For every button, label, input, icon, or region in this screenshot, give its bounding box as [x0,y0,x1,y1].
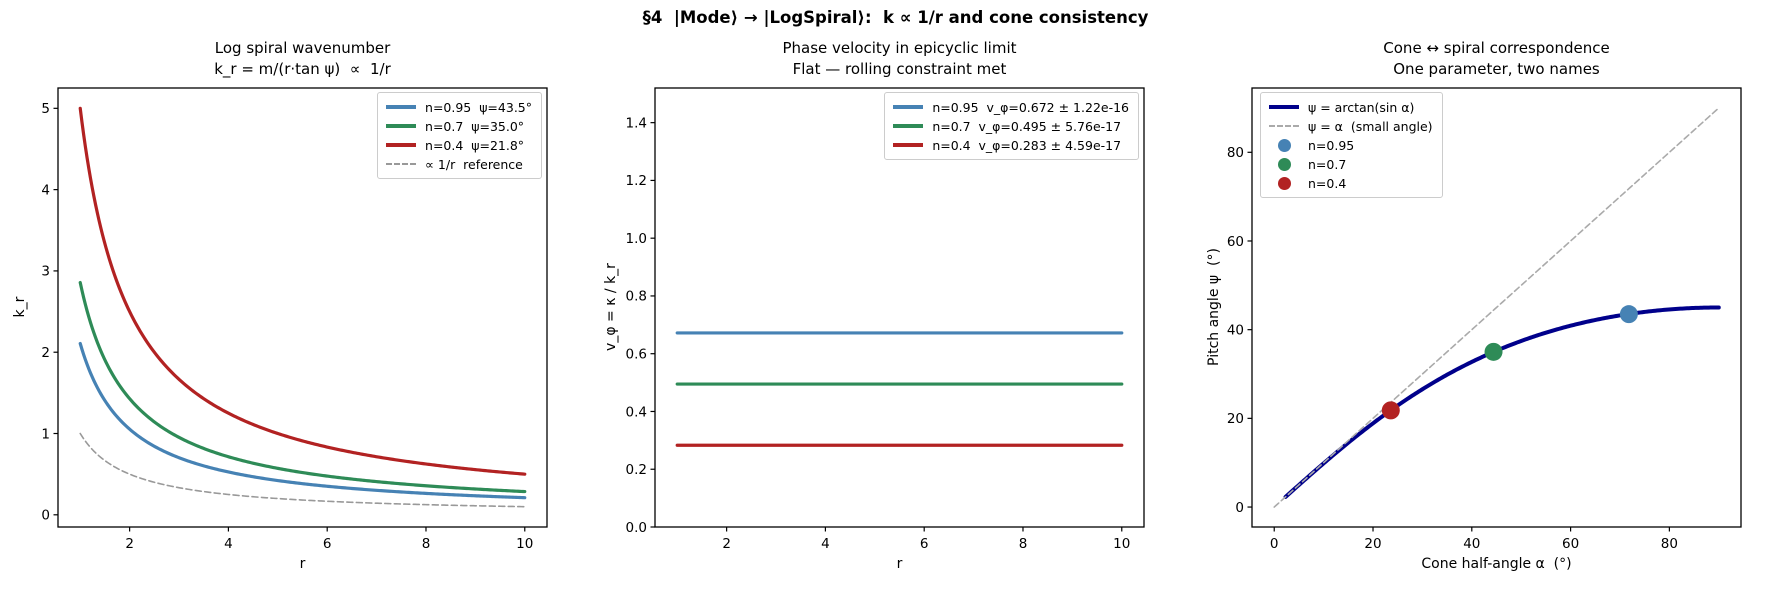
x-tick-label: 2 [125,536,134,552]
series-line [1283,305,1721,499]
x-tick-label: 4 [821,536,830,552]
y-axis-label: Pitch angle ψ (°) [1206,248,1222,366]
y-tick-label: 0.4 [626,404,647,420]
data-point [1619,305,1638,324]
panel-title: Cone ↔ spiral correspondence [1383,39,1610,57]
y-tick-label: 1.4 [626,115,647,131]
y-tick-label: 0.6 [626,347,647,363]
data-point [1484,342,1503,361]
y-tick-label: 2 [41,345,50,361]
x-tick-label: 4 [224,536,233,552]
data-point [1381,401,1400,420]
x-axis-label: Cone half-angle α (°) [1421,556,1572,572]
x-tick-label: 10 [1113,536,1130,552]
series-line [78,341,527,500]
axes-frame [57,87,548,528]
y-tick-label: 0.8 [626,289,647,305]
plot-area-wavenumber: 2 4 6 8 10 0 1 2 3 4 5 [41,87,548,552]
x-tick-label: 80 [1661,536,1678,552]
x-tick-label: 40 [1463,536,1480,552]
y-tick-label: 3 [41,264,50,280]
plot-area-correspondence: 0 20 40 60 80 0 20 40 60 80 [1227,87,1742,552]
axes-frame [654,87,1145,528]
y-tick-label: 1.0 [626,231,647,247]
y-tick-label: 5 [41,101,50,117]
x-tick-label: 6 [323,536,332,552]
y-tick-label: 20 [1227,411,1244,427]
x-tick-label: 6 [920,536,929,552]
panel-subtitle: Flat — rolling constraint met [792,60,1007,78]
panel-log-spiral-wavenumber: Log spiral wavenumber k_r = m/(r·tan ψ) … [0,0,597,595]
x-tick-label: 0 [1270,536,1279,552]
x-tick-label: 8 [422,536,431,552]
x-tick-label: 60 [1562,536,1579,552]
y-tick-label: 0 [1235,500,1244,516]
axes-frame [1251,87,1742,528]
y-tick-label: 80 [1227,145,1244,161]
y-axis-label: v_φ = κ / k_r [603,263,619,351]
panel-title: Log spiral wavenumber [214,39,391,57]
x-tick-label: 10 [516,536,533,552]
series-line [78,106,527,476]
x-tick-label: 8 [1019,536,1028,552]
y-tick-label: 0.0 [626,520,647,536]
y-tick-label: 60 [1227,234,1244,250]
y-tick-label: 4 [41,182,50,198]
series-line [78,280,527,494]
series-line [79,432,526,508]
y-axis-label: k_r [12,296,28,318]
panel-subtitle: One parameter, two names [1393,60,1600,78]
panel-cone-spiral-correspondence: Cone ↔ spiral correspondence One paramet… [1194,0,1791,595]
y-tick-label: 0 [41,508,50,524]
y-tick-label: 40 [1227,322,1244,338]
plot-area-phase-velocity: 2 4 6 8 10 0.0 0.2 0.4 0.6 0.8 1.0 1.2 1.4 [626,87,1145,552]
series-line [1273,107,1720,508]
y-tick-label: 1.2 [626,173,647,189]
x-tick-label: 2 [722,536,731,552]
figure-suptitle: §4 |Mode⟩ → |LogSpiral⟩: k ∝ 1/r and con… [642,8,1149,27]
x-tick-label: 20 [1364,536,1381,552]
panel-title: Phase velocity in epicyclic limit [782,39,1017,57]
panel-phase-velocity: Phase velocity in epicyclic limit Flat —… [597,0,1194,595]
x-axis-label: r [299,556,306,572]
panel-subtitle: k_r = m/(r·tan ψ) ∝ 1/r [214,60,391,78]
x-axis-label: r [896,556,903,572]
y-tick-label: 0.2 [626,462,647,478]
y-tick-label: 1 [41,426,50,442]
